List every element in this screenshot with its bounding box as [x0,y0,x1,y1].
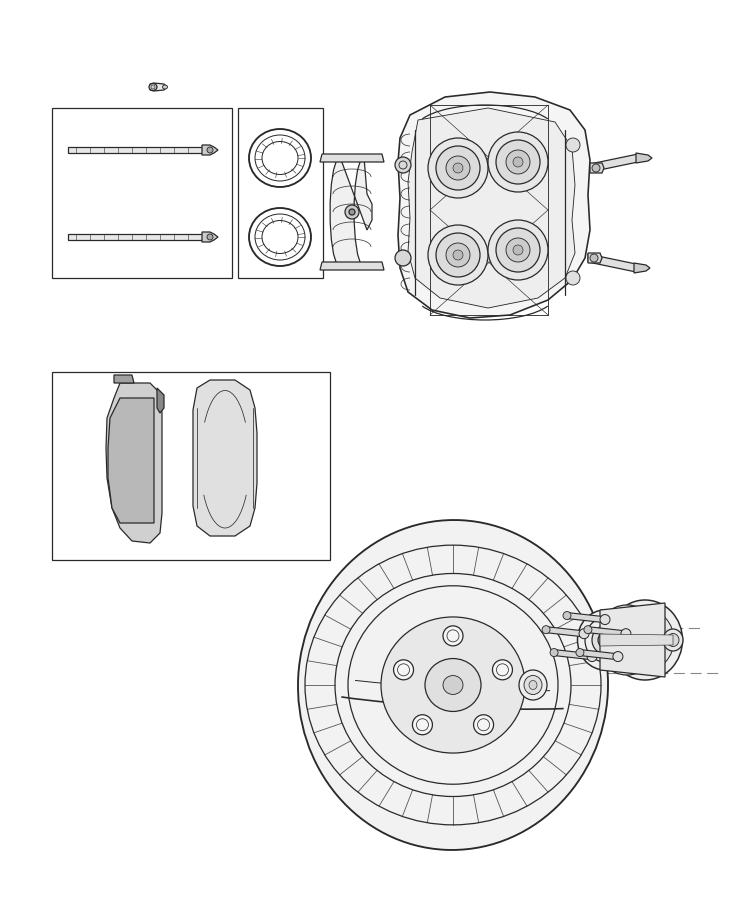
Circle shape [600,615,610,625]
Polygon shape [590,163,604,173]
Polygon shape [588,626,624,636]
Ellipse shape [594,605,659,675]
Circle shape [493,660,513,680]
Circle shape [436,146,480,190]
Circle shape [506,238,530,262]
Circle shape [488,132,548,192]
Circle shape [587,652,597,662]
Polygon shape [634,263,650,273]
Circle shape [473,715,494,734]
Ellipse shape [529,680,537,689]
Ellipse shape [298,520,608,850]
Polygon shape [636,153,652,163]
Ellipse shape [524,676,542,695]
Polygon shape [202,145,218,155]
Polygon shape [588,254,636,272]
Polygon shape [108,398,154,523]
Polygon shape [600,603,665,677]
Ellipse shape [443,676,463,695]
Ellipse shape [149,84,157,91]
Circle shape [207,147,213,153]
Circle shape [453,250,463,260]
Ellipse shape [577,610,633,670]
Bar [52,372,330,560]
Circle shape [395,157,411,173]
Polygon shape [554,650,590,660]
Ellipse shape [425,659,481,712]
Polygon shape [68,234,203,240]
Ellipse shape [162,85,167,89]
Polygon shape [157,388,164,413]
Circle shape [563,611,571,619]
Polygon shape [408,108,575,308]
Circle shape [566,271,580,285]
Polygon shape [600,634,673,646]
Circle shape [345,205,359,219]
Circle shape [496,140,540,184]
Circle shape [436,233,480,277]
Circle shape [446,156,470,180]
Circle shape [579,629,589,639]
Circle shape [446,243,470,267]
Polygon shape [580,650,616,660]
Polygon shape [106,383,162,543]
Bar [52,108,232,278]
Circle shape [621,629,631,639]
Polygon shape [193,380,257,536]
Polygon shape [114,375,134,383]
Polygon shape [320,262,384,270]
Circle shape [413,715,433,734]
Circle shape [453,163,463,173]
Polygon shape [567,613,603,623]
Ellipse shape [608,600,682,680]
Circle shape [584,626,592,634]
Bar [238,108,323,278]
Circle shape [443,626,463,646]
Ellipse shape [592,626,618,654]
Circle shape [506,150,530,174]
Circle shape [428,138,488,198]
Circle shape [513,157,523,167]
Circle shape [349,209,355,215]
Circle shape [513,245,523,255]
Polygon shape [68,147,203,153]
Circle shape [496,228,540,272]
Ellipse shape [667,634,679,646]
Ellipse shape [598,633,612,647]
Polygon shape [202,232,218,242]
Circle shape [566,138,580,152]
Ellipse shape [381,617,525,753]
Polygon shape [590,154,638,172]
Circle shape [590,254,598,262]
Polygon shape [546,626,582,636]
Circle shape [576,649,584,657]
Circle shape [393,660,413,680]
Ellipse shape [663,629,683,651]
Circle shape [542,626,550,634]
Circle shape [550,649,558,657]
Ellipse shape [616,609,674,671]
Polygon shape [478,634,595,693]
Polygon shape [150,83,167,91]
Circle shape [488,220,548,280]
Circle shape [613,652,623,662]
Polygon shape [398,92,590,318]
Circle shape [207,234,213,240]
Circle shape [395,250,411,266]
Polygon shape [330,157,372,267]
Circle shape [592,164,600,172]
Polygon shape [320,154,384,162]
Circle shape [428,225,488,285]
Polygon shape [588,253,602,263]
Ellipse shape [519,670,547,700]
